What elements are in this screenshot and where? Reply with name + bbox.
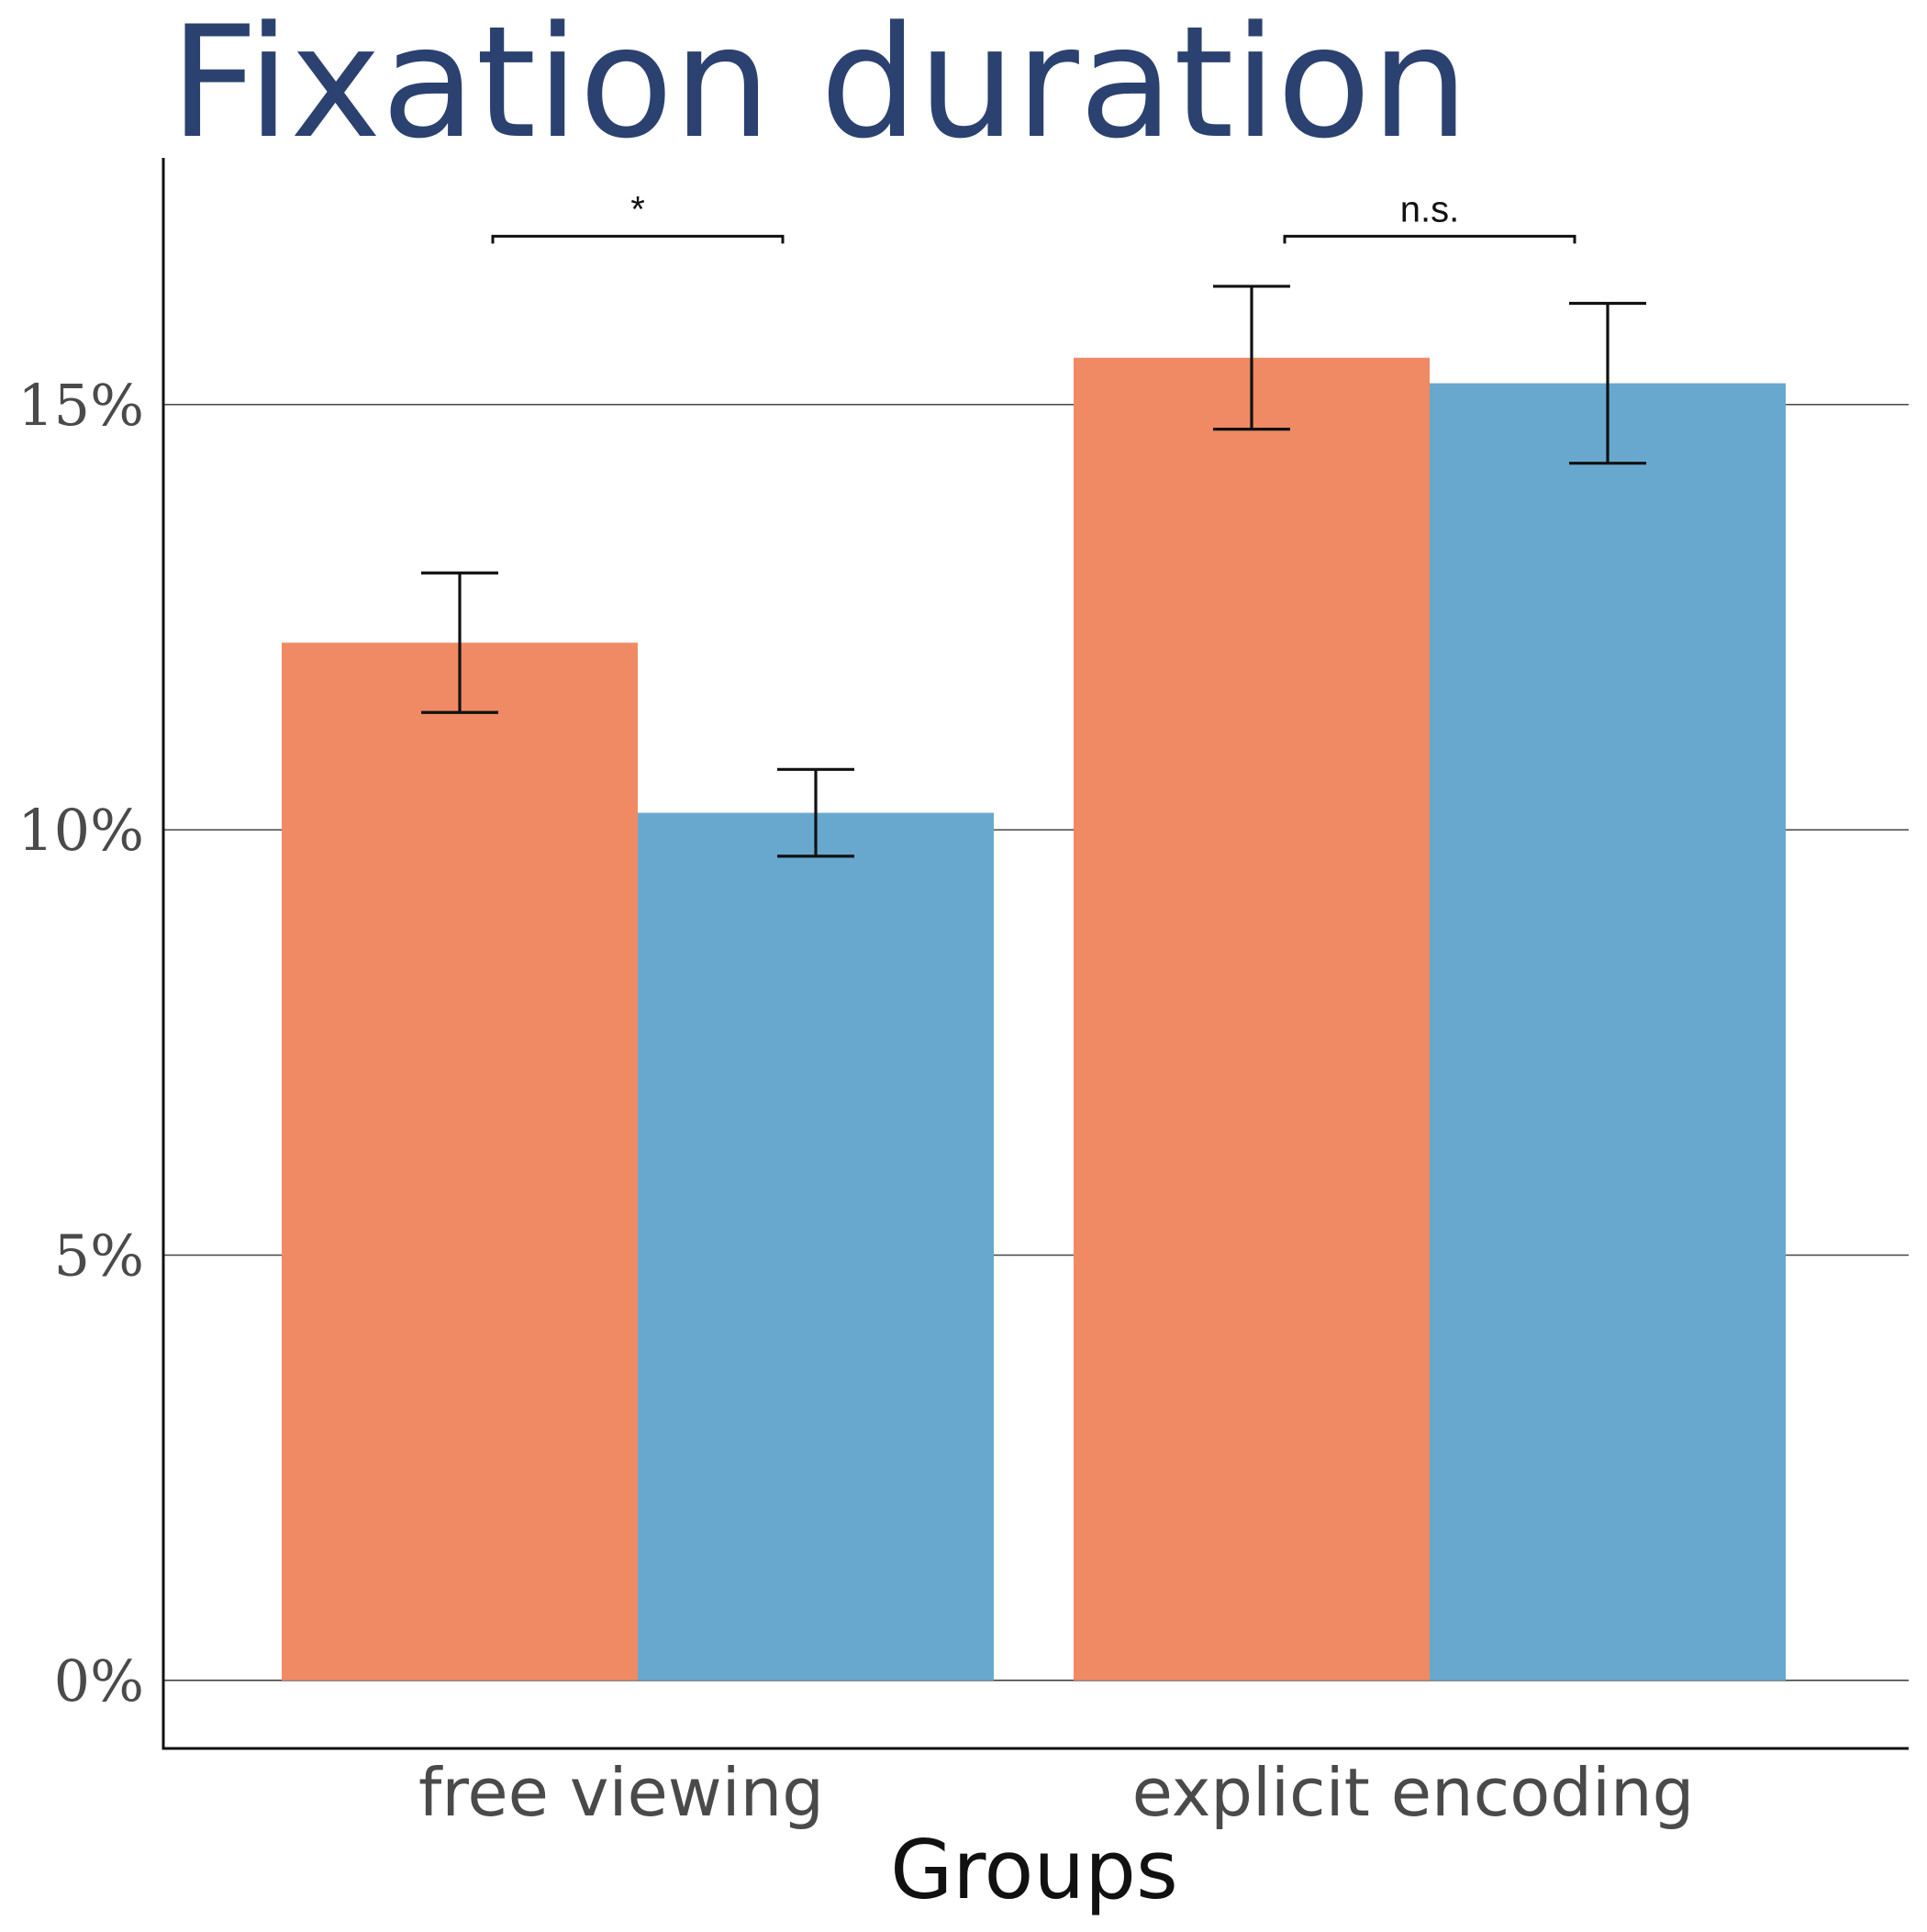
error-bars	[421, 234, 1646, 858]
x-tick-label: explicit encoding	[1132, 1754, 1695, 1831]
bar	[1074, 357, 1430, 1681]
y-tick-label: 0%	[54, 1647, 144, 1714]
significance-bracket	[491, 234, 785, 244]
bar	[638, 812, 994, 1681]
chart-title: Fixation duration	[170, 0, 1469, 173]
significance-bracket	[1283, 234, 1576, 244]
axes	[162, 158, 1909, 1750]
x-tick-label: free viewing	[418, 1754, 824, 1831]
bar	[1430, 383, 1786, 1681]
labels: 0% 5% 10% 15% * n.s. free viewing explicit enco…	[17, 189, 1694, 1831]
y-tick-label: 15%	[17, 372, 144, 439]
x-axis-title: Groups	[890, 1823, 1178, 1917]
y-tick-label: 5%	[54, 1222, 144, 1289]
bar	[282, 642, 638, 1681]
y-tick-label: 10%	[17, 797, 144, 864]
significance-label: n.s.	[1400, 189, 1459, 229]
significance-label: *	[630, 189, 645, 229]
bars	[282, 357, 1786, 1681]
